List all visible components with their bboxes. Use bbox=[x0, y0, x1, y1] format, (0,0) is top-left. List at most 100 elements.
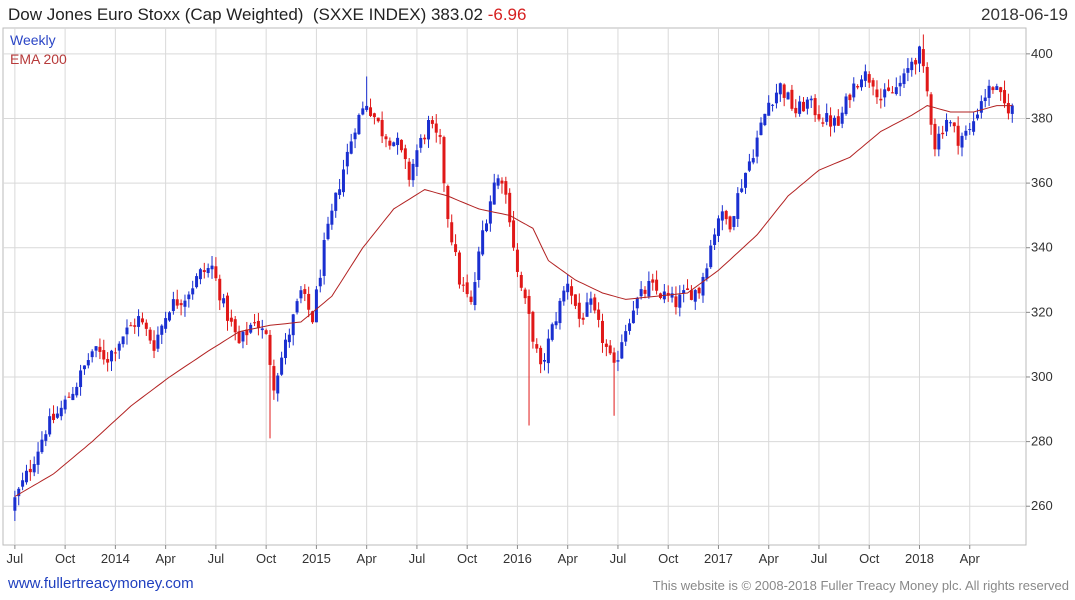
bar-body bbox=[887, 87, 891, 91]
bar-body bbox=[527, 295, 531, 314]
bar-body bbox=[624, 331, 628, 342]
bar-body bbox=[821, 122, 825, 124]
x-tick-label: 2015 bbox=[302, 551, 331, 566]
bar-body bbox=[481, 230, 485, 255]
x-tick-label: Apr bbox=[156, 551, 177, 566]
bar-body bbox=[852, 83, 856, 98]
bar-body bbox=[767, 102, 771, 116]
bar-body bbox=[86, 360, 90, 366]
bar-body bbox=[222, 298, 226, 304]
bar-body bbox=[341, 169, 345, 193]
bar-body bbox=[751, 158, 755, 163]
bar-body bbox=[434, 123, 438, 133]
bar-body bbox=[75, 386, 79, 396]
bar-body bbox=[682, 290, 686, 294]
bar-body bbox=[666, 292, 670, 296]
y-tick-label: 320 bbox=[1031, 304, 1053, 319]
bar-body bbox=[256, 320, 260, 329]
bar-body bbox=[890, 92, 894, 94]
bar-body bbox=[59, 407, 63, 417]
bar-body bbox=[774, 92, 778, 104]
bar-body bbox=[71, 393, 75, 401]
bar-body bbox=[1003, 90, 1007, 104]
bar-body bbox=[608, 345, 612, 354]
bar-body bbox=[179, 303, 183, 306]
bar-body bbox=[102, 350, 106, 360]
bar-body bbox=[867, 74, 871, 83]
bar-body bbox=[519, 275, 523, 288]
bar-body bbox=[999, 87, 1003, 93]
bar-body bbox=[794, 107, 798, 114]
price-change: -6.96 bbox=[487, 5, 527, 24]
copyright-notice: This website is © 2008-2018 Fuller Treac… bbox=[652, 578, 1069, 593]
bar-body bbox=[133, 325, 137, 327]
bar-body bbox=[802, 101, 806, 112]
bar-body bbox=[512, 220, 516, 248]
bar-body bbox=[535, 344, 539, 349]
bar-body bbox=[160, 325, 164, 335]
bar-body bbox=[597, 309, 601, 320]
bar-body bbox=[419, 138, 423, 148]
bar-body bbox=[790, 89, 794, 109]
y-tick-label: 380 bbox=[1031, 110, 1053, 125]
bar-body bbox=[995, 86, 999, 91]
bar-body bbox=[106, 359, 110, 363]
bar-body bbox=[879, 98, 883, 101]
bar-body bbox=[1010, 105, 1014, 114]
bar-body bbox=[670, 293, 674, 298]
bar-body bbox=[728, 216, 732, 230]
bar-body bbox=[21, 480, 25, 487]
site-link[interactable]: www.fullertreacymoney.com bbox=[8, 575, 194, 592]
bar-body bbox=[941, 132, 945, 135]
x-tick-label: 2017 bbox=[704, 551, 733, 566]
bar-body bbox=[411, 163, 415, 181]
bar-body bbox=[334, 192, 338, 211]
bar-body bbox=[299, 290, 303, 299]
bar-body bbox=[655, 279, 659, 291]
x-tick-label: 2016 bbox=[503, 551, 532, 566]
bar-body bbox=[110, 350, 114, 362]
bar-body bbox=[392, 142, 396, 147]
bar-body bbox=[554, 321, 558, 326]
bar-body bbox=[183, 300, 187, 307]
bar-body bbox=[593, 297, 597, 311]
bar-body bbox=[771, 104, 775, 106]
bar-body bbox=[430, 120, 434, 124]
bar-body bbox=[906, 68, 910, 73]
bar-body bbox=[515, 249, 519, 272]
bar-body bbox=[152, 340, 156, 351]
bar-body bbox=[573, 294, 577, 306]
bar-body bbox=[910, 61, 914, 71]
bar-body bbox=[539, 347, 543, 365]
bar-body bbox=[140, 318, 144, 323]
bar-body bbox=[759, 122, 763, 136]
bar-body bbox=[836, 116, 840, 126]
bar-body bbox=[832, 117, 836, 126]
bar-body bbox=[805, 99, 809, 109]
bar-body bbox=[233, 319, 237, 333]
bar-body bbox=[48, 416, 52, 435]
bar-body bbox=[546, 338, 550, 364]
bar-body bbox=[24, 470, 28, 483]
bar-body bbox=[52, 413, 56, 421]
bar-body bbox=[488, 201, 492, 224]
bar-body bbox=[929, 94, 933, 125]
bar-body bbox=[67, 396, 71, 398]
bar-body bbox=[349, 141, 353, 154]
bar-body bbox=[206, 268, 210, 274]
bar-body bbox=[442, 137, 446, 184]
bar-body bbox=[635, 297, 639, 309]
bar-body bbox=[28, 468, 32, 473]
bar-body bbox=[63, 399, 67, 410]
bar-body bbox=[562, 290, 566, 302]
bar-body bbox=[191, 288, 195, 295]
bar-body bbox=[782, 84, 786, 98]
bar-body bbox=[720, 211, 724, 221]
bar-body bbox=[446, 186, 450, 220]
bar-body bbox=[921, 49, 925, 67]
bar-body bbox=[388, 140, 392, 146]
bar-body bbox=[44, 434, 48, 441]
bar-body bbox=[164, 318, 168, 329]
bar-body bbox=[291, 314, 295, 336]
bar-body bbox=[674, 296, 678, 308]
